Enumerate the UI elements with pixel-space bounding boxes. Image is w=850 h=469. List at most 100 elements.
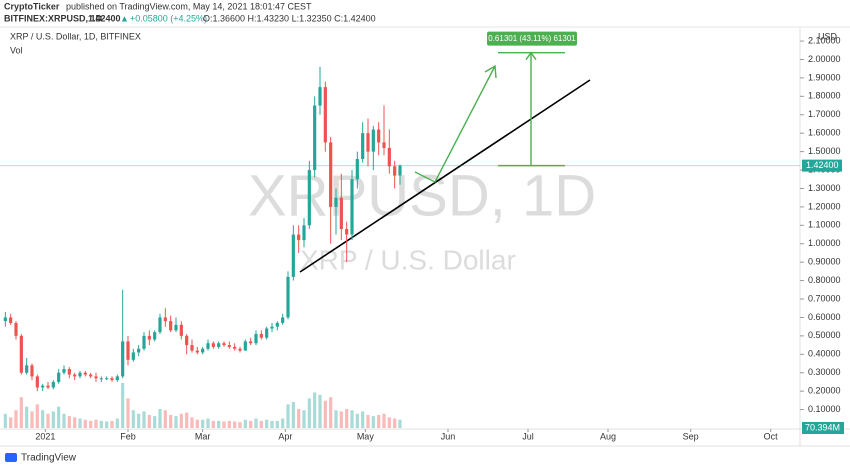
- volume-bar: [121, 383, 125, 428]
- candle-body: [62, 369, 66, 373]
- candle-body: [382, 142, 386, 148]
- candle-body: [179, 324, 183, 336]
- trend-line: [299, 79, 591, 273]
- y-tick-label: 2.10000: [808, 35, 841, 45]
- volume-bar: [62, 413, 66, 428]
- volume-bar: [323, 400, 327, 428]
- volume-bar: [361, 411, 365, 428]
- volume-bar: [286, 404, 290, 428]
- y-tick-label: 1.20000: [808, 201, 841, 211]
- candle-body: [233, 346, 237, 349]
- volume-bar: [51, 411, 55, 428]
- volume-bar: [334, 410, 338, 428]
- volume-bar: [222, 421, 226, 428]
- y-tick-label: 0.90000: [808, 257, 841, 267]
- candle-body: [94, 376, 98, 379]
- candle-body: [89, 374, 93, 377]
- candle-body: [190, 345, 194, 351]
- volume-bar: [163, 410, 167, 428]
- candle-body: [254, 334, 258, 344]
- candle-body: [57, 372, 61, 382]
- projection-arrow: [414, 65, 496, 183]
- y-tick-label: 1.10000: [808, 220, 841, 230]
- volume-bar: [302, 410, 306, 428]
- last-price-label: 1.42400: [806, 160, 839, 170]
- volume-bar: [30, 411, 34, 428]
- candle-body: [19, 335, 23, 373]
- y-tick-label: 0.20000: [808, 386, 841, 396]
- y-tick-label: 1.00000: [808, 238, 841, 248]
- volume-bar: [115, 418, 119, 428]
- volume-bar: [393, 418, 397, 428]
- candle-body: [206, 343, 210, 349]
- x-tick-label: May: [357, 431, 375, 441]
- volume-bar: [249, 420, 253, 428]
- candle-body: [302, 225, 306, 241]
- volume-bar: [147, 414, 151, 428]
- volume-bar: [190, 417, 194, 428]
- last-price-box: [802, 159, 842, 172]
- y-tick-label: 0.30000: [808, 367, 841, 377]
- candle-body: [270, 326, 274, 329]
- candle-body: [35, 376, 39, 388]
- volume-bar: [313, 392, 317, 428]
- candle-body: [126, 341, 130, 360]
- volume-bar: [67, 416, 71, 428]
- y-tick-label: 0.60000: [808, 312, 841, 322]
- volume-bar: [105, 421, 109, 428]
- x-tick-label: Sep: [683, 431, 699, 441]
- candle-body: [51, 381, 55, 388]
- candle-body: [361, 133, 365, 159]
- x-tick-label: Jul: [522, 431, 534, 441]
- x-tick-label: 2021: [35, 431, 55, 441]
- volume-bar: [94, 419, 98, 428]
- volume-bar: [227, 420, 231, 428]
- candle-body: [238, 348, 242, 351]
- volume-bar: [211, 420, 215, 428]
- volume-bar: [78, 418, 82, 428]
- candle-body: [137, 348, 141, 353]
- volume-bar: [142, 411, 146, 428]
- y-tick-label: 0.50000: [808, 330, 841, 340]
- candle-body: [318, 87, 322, 106]
- volume-bar: [377, 414, 381, 428]
- volume-bar: [25, 406, 29, 428]
- x-tick-label: Apr: [278, 431, 292, 441]
- volume-bar: [366, 414, 370, 428]
- volume-bar: [174, 416, 178, 428]
- volume-bar: [179, 413, 183, 428]
- x-tick-label: Jun: [441, 431, 456, 441]
- candle-body: [371, 129, 375, 152]
- candle-body: [345, 229, 349, 235]
- legend-title: XRP / U.S. Dollar, 1D, BITFINEX: [10, 31, 141, 41]
- currency: USD: [818, 31, 838, 41]
- candle-body: [115, 376, 119, 381]
- candle-body: [158, 317, 162, 333]
- volume-bar: [137, 413, 141, 428]
- volume-bar: [169, 414, 173, 428]
- candle-body: [243, 341, 247, 351]
- volume-bar: [153, 416, 157, 428]
- candle-body: [366, 133, 370, 152]
- measure-box: [487, 31, 577, 46]
- y-tick-label: 0.70000: [808, 293, 841, 303]
- volume-bar: [275, 420, 279, 428]
- candle-body: [259, 334, 263, 338]
- volume-bar: [339, 411, 343, 428]
- candle-body: [153, 332, 157, 340]
- candle-body: [329, 142, 333, 207]
- volume-bar: [35, 404, 39, 428]
- y-tick-label: 1.60000: [808, 128, 841, 138]
- y-tick-label: 0.10000: [808, 404, 841, 414]
- candle-body: [355, 158, 359, 180]
- volume-bar: [217, 420, 221, 428]
- published: published on TradingView.com, May 14, 20…: [66, 1, 312, 11]
- volume-bar: [126, 398, 130, 428]
- volume-bar: [206, 418, 210, 428]
- candle-body: [174, 324, 178, 331]
- candle-body: [334, 197, 338, 207]
- candle-body: [297, 234, 301, 241]
- volume-bar: [243, 419, 247, 428]
- volume-bar: [57, 406, 61, 428]
- measure-arrow: [525, 51, 537, 61]
